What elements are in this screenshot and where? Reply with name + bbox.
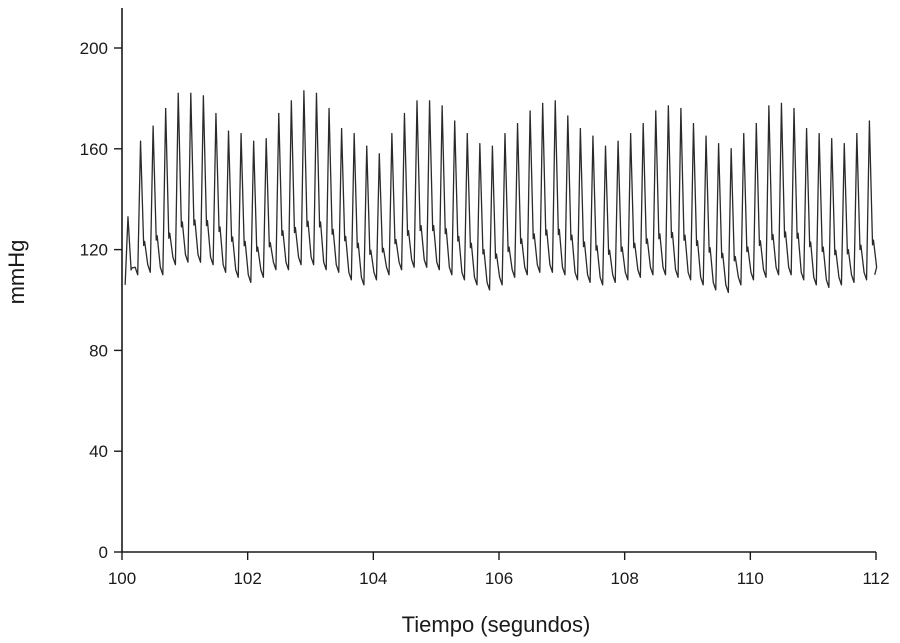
systolic-peak-point — [428, 100, 431, 102]
systolic-peak-point — [202, 95, 204, 97]
systolic-peak-point — [240, 133, 242, 135]
systolic-peak-point — [353, 133, 355, 135]
systolic-peak-point — [504, 133, 506, 135]
systolic-peak-point — [667, 105, 669, 107]
systolic-peak-point — [818, 133, 820, 135]
systolic-peak-point — [139, 140, 142, 142]
x-ticks: 100 102 104 106 108 110 112 — [108, 552, 890, 588]
series-layer — [124, 90, 878, 294]
y-tick-label: 0 — [99, 543, 108, 562]
systolic-peak-point — [416, 100, 418, 102]
y-tick-label: 40 — [89, 442, 108, 461]
systolic-peak-point — [542, 102, 544, 105]
systolic-peak-point — [655, 110, 657, 112]
systolic-peak-point — [366, 145, 368, 147]
systolic-peak-point — [592, 135, 594, 137]
systolic-peak-point — [642, 123, 644, 125]
systolic-peak-point — [265, 138, 267, 140]
x-tick-label: 108 — [610, 569, 638, 588]
systolic-peak-point — [227, 130, 230, 132]
systolic-peak-point — [127, 216, 129, 218]
x-tick-label: 102 — [233, 569, 261, 588]
systolic-peak-point — [718, 143, 720, 145]
systolic-peak-point — [454, 120, 456, 122]
x-tick-label: 106 — [485, 569, 513, 588]
x-tick-label: 110 — [737, 569, 764, 588]
systolic-peak-point — [831, 138, 833, 140]
systolic-peak-point — [768, 105, 770, 107]
systolic-peak-point — [868, 120, 871, 122]
systolic-peak-point — [780, 102, 783, 105]
systolic-peak-point — [253, 140, 255, 142]
y-axis-title: mmHg — [4, 240, 29, 305]
systolic-peak-point — [315, 92, 318, 94]
systolic-peak-point — [165, 107, 167, 110]
y-tick-label: 160 — [80, 140, 108, 159]
systolic-peak-point — [177, 92, 179, 94]
x-tick-label: 100 — [108, 569, 136, 588]
systolic-peak-point — [152, 125, 154, 127]
systolic-peak-point — [529, 110, 531, 112]
systolic-peak-point — [680, 107, 682, 110]
y-tick-label: 200 — [80, 39, 108, 58]
systolic-peak-point — [403, 112, 406, 115]
systolic-peak-point — [278, 112, 280, 115]
systolic-peak-point — [617, 140, 619, 142]
systolic-peak-point — [554, 100, 556, 102]
systolic-peak-point — [755, 123, 757, 125]
systolic-peak-point — [303, 90, 305, 92]
x-axis-title: Tiempo (segundos) — [402, 612, 591, 637]
y-tick-label: 80 — [89, 341, 108, 360]
systolic-peak-point — [328, 107, 330, 110]
systolic-peak-point — [630, 133, 632, 135]
systolic-peak-point — [805, 128, 808, 130]
systolic-peak-point — [567, 115, 569, 117]
systolic-peak-point — [705, 135, 707, 137]
systolic-peak-point — [215, 112, 217, 115]
x-tick-label: 104 — [359, 569, 387, 588]
systolic-peak-point — [391, 133, 393, 135]
y-ticks: 0 40 80 120 160 200 — [80, 39, 122, 562]
pressure-waveform-line — [124, 90, 878, 294]
systolic-peak-point — [843, 143, 845, 145]
systolic-peak-point — [579, 128, 581, 130]
systolic-peak-point — [793, 107, 795, 110]
systolic-peak-point — [856, 133, 858, 135]
systolic-peak-point — [730, 148, 732, 150]
systolic-peak-point — [692, 123, 695, 125]
systolic-peak-point — [290, 100, 292, 102]
y-tick-label: 120 — [80, 241, 108, 260]
systolic-peak-point — [743, 133, 745, 135]
systolic-peak-point — [441, 105, 443, 107]
systolic-peak-point — [378, 153, 380, 155]
systolic-peak-point — [341, 128, 343, 130]
systolic-peak-point — [466, 133, 468, 135]
systolic-peak-point — [479, 143, 481, 145]
systolic-peak-point — [491, 145, 494, 147]
systolic-peak-point — [190, 92, 192, 94]
systolic-peak-point — [604, 145, 607, 147]
x-tick-label: 112 — [862, 569, 889, 588]
systolic-peak-point — [516, 123, 519, 125]
